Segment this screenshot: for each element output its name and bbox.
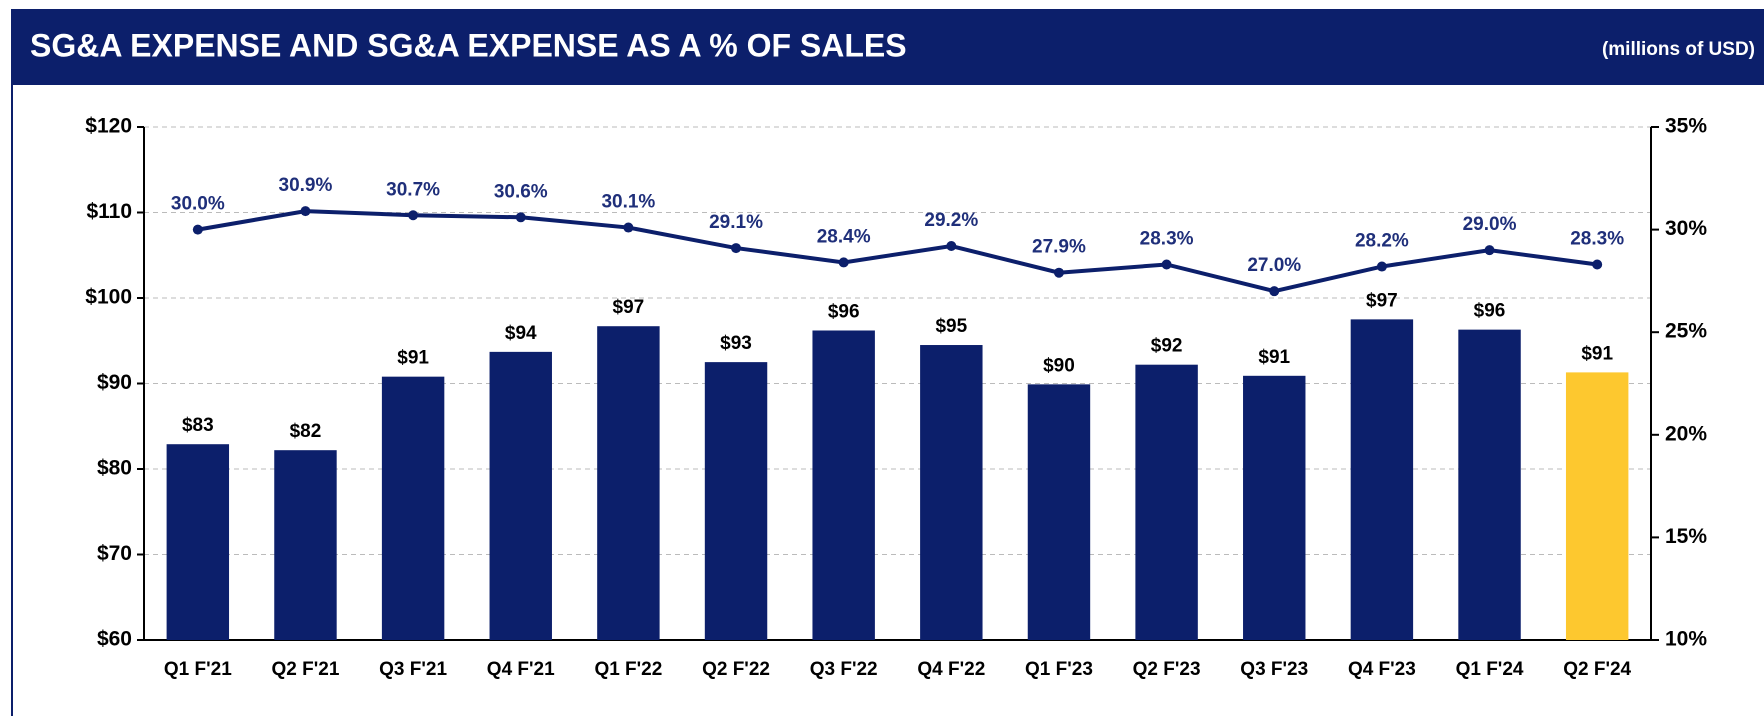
line-point	[300, 206, 311, 217]
bar	[381, 376, 445, 640]
x-tick-label: Q3 F'23	[1240, 659, 1308, 680]
bar-value-label: $91	[1581, 343, 1613, 364]
bar-value-label: $92	[1151, 336, 1183, 357]
bar	[1243, 375, 1306, 640]
y-tick-label: $90	[97, 371, 132, 394]
header-band	[11, 9, 1764, 85]
line-point	[838, 257, 849, 268]
bar-value-label: $82	[290, 421, 322, 442]
x-tick-label: Q4 F'21	[487, 659, 555, 680]
line-value-label: 30.1%	[601, 192, 655, 213]
y2-tick-label: 35%	[1665, 115, 1707, 138]
bar-value-label: $91	[397, 348, 429, 369]
x-tick-label: Q4 F'22	[917, 659, 985, 680]
x-tick-label: Q2 F'22	[702, 659, 770, 680]
bar	[274, 450, 337, 640]
bar-value-label: $94	[505, 323, 537, 344]
x-tick-label: Q4 F'23	[1348, 659, 1416, 680]
line-point	[1053, 267, 1064, 278]
line-point	[623, 222, 634, 233]
line-point	[1484, 245, 1495, 256]
line-value-label: 29.2%	[924, 210, 978, 231]
y-tick-label: $120	[85, 115, 132, 138]
line-value-label: 30.6%	[494, 181, 548, 202]
line-value-label: 27.9%	[1032, 237, 1086, 258]
bar-value-label: $95	[935, 316, 967, 337]
y-tick-label: $60	[97, 628, 132, 651]
bar	[1350, 319, 1414, 640]
bar	[812, 330, 875, 640]
bar	[1458, 329, 1521, 640]
chart-title: SG&A EXPENSE AND SG&A EXPENSE AS A % OF …	[30, 27, 907, 63]
y2-tick-label: 15%	[1665, 525, 1707, 548]
y2-tick-label: 30%	[1665, 217, 1707, 240]
line-value-label: 29.1%	[709, 212, 763, 233]
line-value-label: 28.3%	[1570, 228, 1624, 249]
x-tick-label: Q1 F'21	[164, 659, 232, 680]
bar-value-label: $97	[613, 297, 645, 318]
y2-tick-label: 20%	[1665, 422, 1707, 445]
x-tick-label: Q1 F'22	[594, 659, 662, 680]
x-tick-label: Q3 F'21	[379, 659, 447, 680]
x-tick-label: Q3 F'22	[810, 659, 878, 680]
bar	[1135, 364, 1198, 640]
line-point	[946, 241, 957, 252]
y-tick-label: $80	[97, 457, 132, 480]
bar	[1565, 372, 1629, 640]
bar-value-label: $83	[182, 415, 214, 436]
y2-tick-label: 10%	[1665, 628, 1707, 651]
bar	[1027, 384, 1091, 640]
line-point	[192, 224, 203, 235]
chart-subtitle: (millions of USD)	[1602, 39, 1755, 60]
bar-value-label: $93	[720, 333, 752, 354]
x-tick-label: Q1 F'23	[1025, 659, 1093, 680]
bar-value-label: $96	[1474, 301, 1506, 322]
line-value-label: 30.0%	[171, 194, 225, 215]
line	[197, 209, 1598, 294]
bar-value-label: $97	[1366, 290, 1398, 311]
line-value-label: 28.2%	[1355, 231, 1409, 252]
line-point	[515, 212, 526, 223]
x-tick-label: Q2 F'21	[272, 659, 340, 680]
line-value-label: 28.3%	[1140, 228, 1194, 249]
line-value-label: 28.4%	[817, 226, 871, 247]
x-tick-label: Q2 F'23	[1133, 659, 1201, 680]
y-tick-label: $110	[86, 200, 132, 223]
line-point	[1376, 261, 1387, 272]
line-point	[1161, 259, 1172, 270]
line-point	[1269, 286, 1280, 297]
bar	[920, 345, 983, 640]
bar	[166, 444, 230, 640]
bar	[597, 326, 660, 640]
bar	[704, 362, 768, 640]
line-point	[408, 210, 419, 221]
bar-value-label: $91	[1258, 347, 1290, 368]
line-value-label: 30.7%	[386, 179, 440, 200]
x-tick-label: Q2 F'24	[1563, 659, 1631, 680]
bar-value-label: $90	[1043, 355, 1075, 376]
line-point	[731, 243, 742, 254]
y-tick-label: $100	[85, 286, 132, 309]
line-point	[1592, 259, 1603, 270]
line-value-label: 29.0%	[1463, 214, 1517, 235]
y2-tick-label: 25%	[1665, 320, 1707, 343]
x-tick-label: Q1 F'24	[1456, 659, 1524, 680]
bar-value-label: $96	[828, 302, 860, 323]
line-value-label: 30.9%	[279, 175, 333, 196]
bar	[489, 351, 552, 640]
y-tick-label: $70	[97, 542, 132, 565]
line-value-label: 27.0%	[1247, 255, 1301, 276]
